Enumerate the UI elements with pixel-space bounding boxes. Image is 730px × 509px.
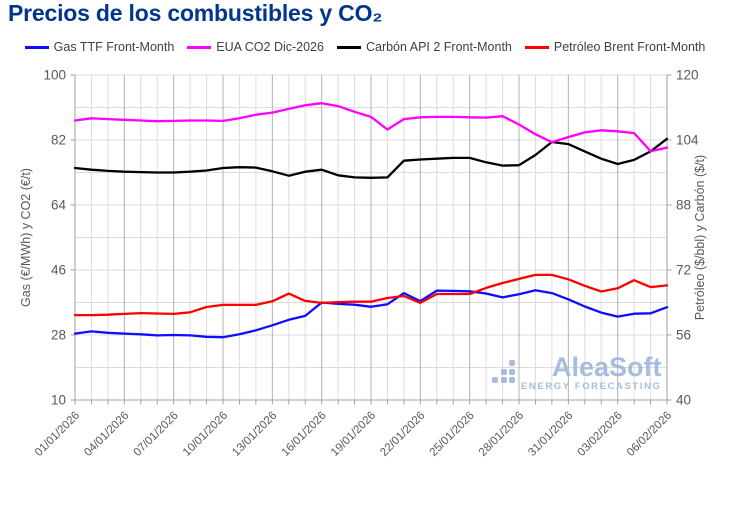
legend-label-gas-ttf-front-month: Gas TTF Front-Month <box>53 40 175 54</box>
legend-item-eua-co2-dic-2026: EUA CO2 Dic-2026 <box>187 40 324 54</box>
legend-item-carb-n-api-2-front-month: Carbón API 2 Front-Month <box>336 40 512 54</box>
left-axis-title: Gas (€/MWh) y CO2 (€/t) <box>19 168 33 307</box>
x-tick-label: 03/02/2026 <box>576 410 625 459</box>
y-tick-label-left: 10 <box>51 393 66 408</box>
x-tick-label: 13/01/2026 <box>230 410 279 459</box>
chart-legend: Gas TTF Front-Month EUA CO2 Dic-2026 Carbó… <box>0 40 730 54</box>
y-tick-label-right: 72 <box>676 263 691 278</box>
y-tick-label-left: 28 <box>51 328 66 343</box>
x-tick-label: 07/01/2026 <box>132 410 181 459</box>
y-tick-label-left: 100 <box>43 68 66 83</box>
legend-label-petr-leo-brent-front-month: Petróleo Brent Front-Month <box>553 40 706 54</box>
legend-swatch-eua-co2-dic-2026 <box>187 45 212 49</box>
x-tick-label: 28/01/2026 <box>477 410 526 459</box>
y-tick-label-left: 64 <box>51 198 67 213</box>
x-tick-label: 06/02/2026 <box>625 410 674 459</box>
y-tick-label-right: 40 <box>676 393 691 408</box>
y-tick-label-right: 88 <box>676 198 691 213</box>
series-line-gas-ttf-front-month <box>73 289 669 339</box>
y-tick-label-right: 56 <box>676 328 691 343</box>
y-tick-label-left: 82 <box>51 133 66 148</box>
legend-label-carb-n-api-2-front-month: Carbón API 2 Front-Month <box>365 40 512 54</box>
legend-swatch-gas-ttf-front-month <box>24 45 49 49</box>
legend-item-petr-leo-brent-front-month: Petróleo Brent Front-Month <box>524 40 706 54</box>
x-tick-label: 22/01/2026 <box>378 410 427 459</box>
legend-label-eua-co2-dic-2026: EUA CO2 Dic-2026 <box>216 40 324 54</box>
x-tick-label: 31/01/2026 <box>526 410 575 459</box>
series-line-eua-co2-dic-2026 <box>73 102 669 153</box>
y-tick-label-left: 46 <box>51 263 66 278</box>
y-tick-label-right: 120 <box>676 68 699 83</box>
x-tick-label: 16/01/2026 <box>280 410 329 459</box>
legend-swatch-carb-n-api-2-front-month <box>336 45 361 49</box>
x-tick-label: 10/01/2026 <box>181 410 230 459</box>
x-tick-label: 01/01/2026 <box>33 410 82 459</box>
legend-swatch-petr-leo-brent-front-month <box>524 45 549 49</box>
legend-item-gas-ttf-front-month: Gas TTF Front-Month <box>24 40 175 54</box>
x-tick-label: 04/01/2026 <box>82 410 131 459</box>
y-tick-label-right: 104 <box>676 133 699 148</box>
x-tick-label: 25/01/2026 <box>428 410 477 459</box>
x-tick-label: 19/01/2026 <box>329 410 378 459</box>
right-axis-title: Petróleo ($/bbl) y Carbón ($/t) <box>693 155 707 320</box>
series-line-carb-n-api-2-front-month <box>73 137 669 179</box>
page-title: Precios de los combustibles y CO₂ <box>8 0 383 26</box>
series-line-petr-leo-brent-front-month <box>73 273 669 317</box>
